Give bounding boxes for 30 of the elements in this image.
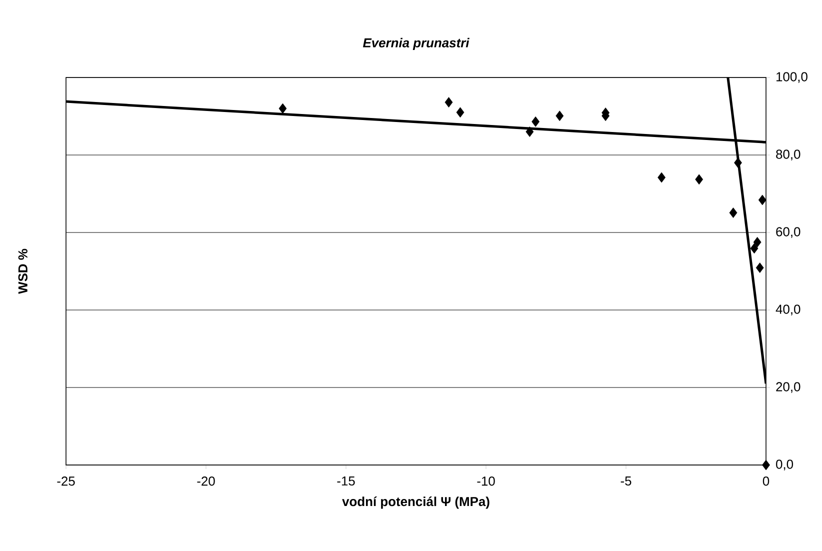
x-tick-label: 0	[762, 476, 770, 486]
point	[444, 97, 453, 108]
point	[526, 126, 534, 137]
y-tick-label: 60,0	[776, 227, 800, 238]
point	[758, 194, 766, 206]
point	[658, 172, 666, 183]
point	[556, 110, 564, 122]
x-tick-label: -10	[477, 476, 495, 486]
point	[750, 243, 758, 254]
point	[278, 103, 287, 114]
x-tick-label: -5	[620, 476, 632, 486]
x-tick-label: -25	[57, 476, 75, 486]
point	[532, 116, 540, 127]
x-tick-label: -15	[337, 476, 355, 486]
x-axis-title: vodní potenciál Ψ (MPa)	[342, 496, 490, 509]
point	[456, 107, 464, 118]
y-tick-label: 40,0	[776, 304, 800, 316]
y-tick-label: 100,0	[776, 72, 808, 83]
point	[762, 460, 770, 470]
point	[756, 262, 764, 273]
point	[753, 236, 762, 248]
point	[729, 208, 738, 218]
y-tick-label: 80,0	[776, 150, 800, 160]
y-axis-title: WSD %	[18, 248, 28, 294]
chart-title: Evernia prunastri	[362, 38, 470, 50]
x-tick-label: -20	[197, 476, 215, 486]
y-tick-label: 0,0	[776, 460, 794, 470]
point	[734, 158, 742, 168]
point	[695, 174, 704, 185]
y-tick-label: 20,0	[776, 382, 800, 393]
